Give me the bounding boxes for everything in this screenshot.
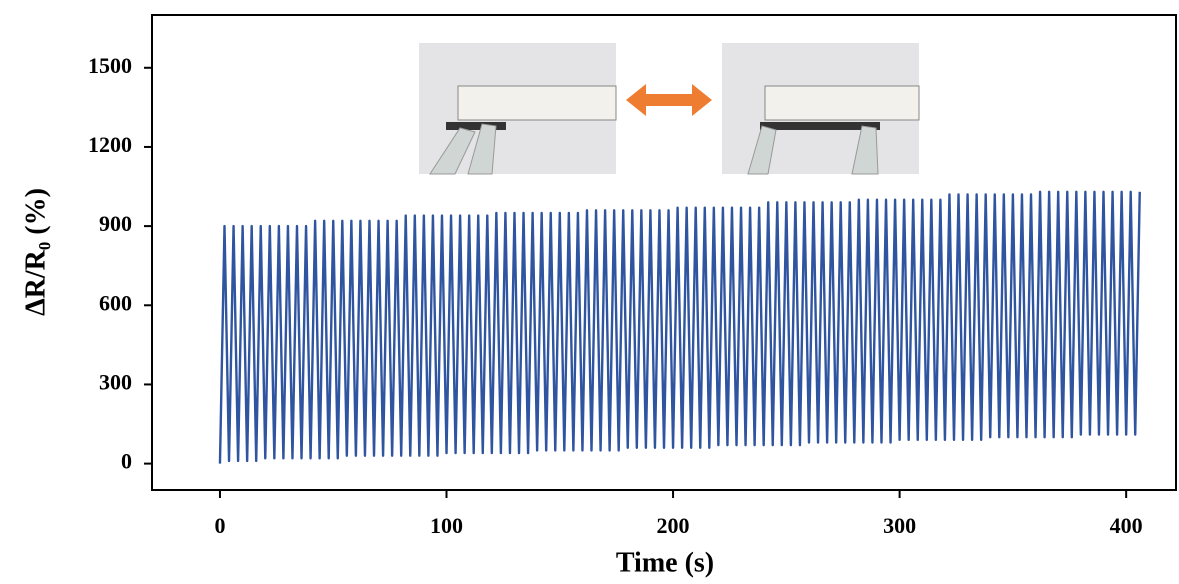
y-tick-label: 900 xyxy=(99,211,132,236)
x-tick-label: 300 xyxy=(883,513,916,538)
double-arrow xyxy=(626,84,712,116)
x-tick-label: 100 xyxy=(430,513,463,538)
plot-frame xyxy=(151,14,1177,491)
x-tick-label: 0 xyxy=(214,513,225,538)
data-line xyxy=(218,190,1141,464)
inset-photo-right xyxy=(722,43,920,175)
x-axis-label: Time (s) xyxy=(616,547,714,578)
y-tick-label: 0 xyxy=(121,449,132,474)
y-tick-label: 600 xyxy=(99,290,132,315)
y-tick-label: 1200 xyxy=(88,132,132,157)
y-tick-label: 300 xyxy=(99,369,132,394)
inset-photo-left xyxy=(419,43,617,175)
y-tick-label: 1500 xyxy=(88,53,132,78)
x-tick-label: 200 xyxy=(657,513,690,538)
x-tick-label: 400 xyxy=(1110,513,1143,538)
y-axis-label: ΔR/R₀ (%) xyxy=(20,188,51,316)
